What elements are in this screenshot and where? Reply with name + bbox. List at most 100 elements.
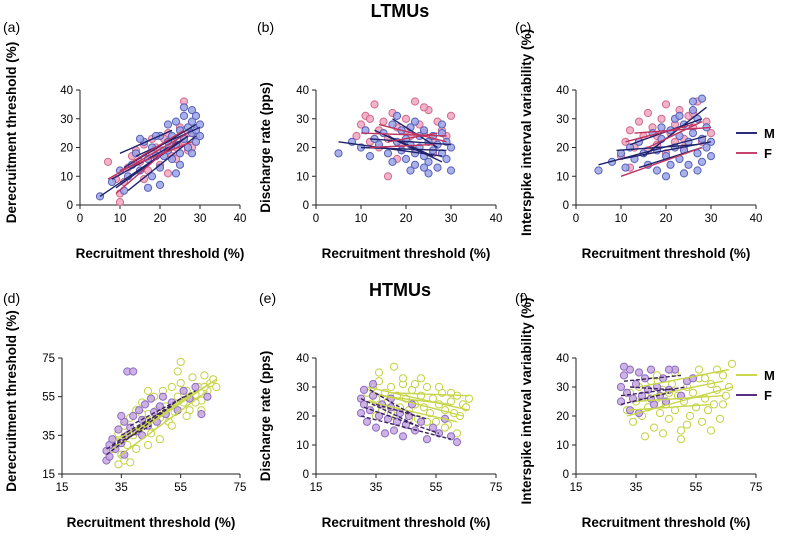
y-tick-label: 0 (303, 200, 309, 212)
data-point-m (410, 160, 420, 169)
data-point-f (139, 175, 149, 184)
data-point-f (117, 411, 126, 421)
data-point-m (334, 149, 343, 158)
y-tick-label: 10 (60, 171, 73, 183)
data-point-m (135, 134, 145, 143)
x-tick-label: 35 (630, 482, 643, 494)
x-tick-label: 15 (310, 482, 323, 494)
fit-line-m (360, 146, 447, 152)
data-point-f (135, 406, 144, 415)
panel-letter: (d) (3, 290, 20, 306)
fit-line-f (360, 415, 452, 440)
data-point-m (143, 440, 153, 450)
data-point-m (171, 117, 181, 126)
data-point-m (706, 152, 716, 161)
data-point-m (700, 374, 710, 383)
data-point-m (688, 97, 698, 106)
x-tick-label: 10 (114, 213, 127, 225)
x-axis-title: Recruitment threshold (%) (582, 515, 751, 530)
data-point-f (371, 423, 381, 432)
fit-line-f (647, 120, 703, 149)
y-tick-label: 0 (303, 469, 309, 481)
data-point-m (187, 117, 197, 126)
fit-line-f (360, 397, 422, 429)
fit-line-m (626, 386, 733, 417)
data-point-m (727, 359, 737, 368)
y-tick-label: 20 (556, 411, 569, 423)
fit-line-f (369, 143, 434, 149)
panel-letter: (f) (515, 290, 528, 306)
data-point-m (401, 154, 411, 164)
data-point-f (197, 410, 206, 419)
data-point-m (697, 157, 707, 166)
data-point-m (446, 166, 456, 175)
data-point-m (655, 409, 665, 418)
data-point-f (365, 114, 375, 123)
x-tick-label: 0 (573, 213, 579, 225)
y-axis-title: Discharge rate (pps) (258, 351, 273, 482)
data-point-f (419, 103, 429, 112)
x-tick-label: 0 (77, 213, 83, 225)
data-point-m (419, 163, 429, 172)
data-point-m (143, 386, 153, 395)
data-point-m (209, 375, 218, 384)
legend-label-m: M (764, 368, 775, 383)
data-point-m (419, 126, 429, 135)
data-point-m (685, 411, 695, 421)
y-tick-label: 0 (67, 200, 73, 212)
data-point-f (646, 365, 656, 374)
data-point-m (424, 157, 433, 166)
x-tick-label: 20 (154, 213, 167, 225)
data-point-f (368, 380, 378, 389)
fit-line-f (120, 405, 173, 436)
fit-line-f (129, 390, 196, 427)
data-point-f (203, 392, 212, 401)
fit-line-f (131, 129, 185, 163)
data-point-m (440, 423, 450, 432)
x-tick-label: 20 (400, 213, 413, 225)
y-axis-title: Derecruitment threshold (%) (4, 310, 19, 492)
data-point-m (709, 400, 719, 409)
data-point-m (661, 172, 671, 181)
data-point-f (362, 417, 372, 426)
fit-line-m (369, 138, 452, 146)
y-tick-label: 10 (296, 171, 309, 183)
x-tick-label: 75 (490, 482, 503, 494)
y-tick-label: 30 (296, 114, 309, 126)
x-tick-label: 55 (690, 482, 703, 494)
data-point-m (175, 160, 185, 169)
data-point-f (625, 126, 635, 135)
y-tick-label: 20 (60, 143, 73, 155)
fit-line-f (623, 374, 682, 382)
x-tick-label: 15 (56, 482, 69, 494)
data-point-f (643, 108, 653, 118)
data-point-f (422, 435, 432, 444)
y-tick-label: 10 (556, 171, 569, 183)
x-axis-title: Recruitment threshold (%) (582, 246, 751, 261)
data-point-m (188, 373, 197, 382)
data-point-m (132, 444, 141, 453)
x-axis-title: Recruitment threshold (%) (67, 515, 236, 530)
fit-line-f (106, 425, 152, 450)
data-point-m (693, 149, 702, 158)
x-tick-label: 10 (355, 213, 368, 225)
data-point-m (143, 183, 153, 192)
data-point-m (167, 382, 176, 392)
x-tick-label: 30 (445, 213, 458, 225)
y-tick-label: 35 (42, 430, 55, 442)
x-tick-label: 55 (430, 482, 443, 494)
data-point-m (191, 137, 201, 146)
fit-line-f (107, 132, 189, 180)
data-point-m (594, 166, 603, 175)
data-point-m (657, 123, 666, 132)
data-point-m (107, 177, 117, 187)
data-point-m (191, 111, 201, 121)
data-point-f (401, 114, 411, 123)
data-point-m (697, 94, 707, 103)
legend-label-f: F (764, 388, 772, 403)
data-point-f (619, 362, 629, 371)
legend-label-f: F (764, 146, 772, 161)
fit-line-f (620, 392, 670, 406)
data-point-m (649, 423, 659, 432)
panel-b-scatter: (b) 0 10 20 30 40 0 10 20 30 40 Recruitment thresho… (257, 19, 502, 261)
